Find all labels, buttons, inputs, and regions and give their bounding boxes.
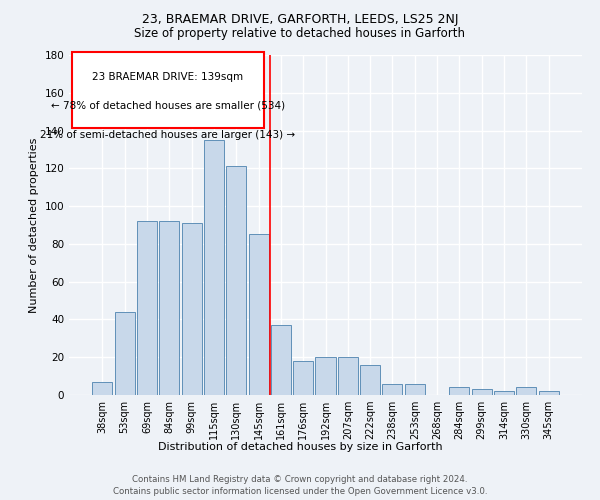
- Bar: [472, 390, 492, 395]
- Bar: [316, 357, 335, 395]
- Bar: [338, 357, 358, 395]
- Bar: [360, 365, 380, 395]
- Bar: [271, 325, 291, 395]
- Text: Size of property relative to detached houses in Garforth: Size of property relative to detached ho…: [134, 28, 466, 40]
- Text: 21% of semi-detached houses are larger (143) →: 21% of semi-detached houses are larger (…: [40, 130, 295, 140]
- Bar: [494, 391, 514, 395]
- Bar: [405, 384, 425, 395]
- Bar: [182, 223, 202, 395]
- Bar: [449, 388, 469, 395]
- Bar: [159, 221, 179, 395]
- Text: Contains HM Land Registry data © Crown copyright and database right 2024.
Contai: Contains HM Land Registry data © Crown c…: [113, 475, 487, 496]
- Bar: [92, 382, 112, 395]
- Text: Distribution of detached houses by size in Garforth: Distribution of detached houses by size …: [158, 442, 442, 452]
- Text: 23 BRAEMAR DRIVE: 139sqm: 23 BRAEMAR DRIVE: 139sqm: [92, 72, 244, 82]
- Bar: [248, 234, 269, 395]
- Text: 23, BRAEMAR DRIVE, GARFORTH, LEEDS, LS25 2NJ: 23, BRAEMAR DRIVE, GARFORTH, LEEDS, LS25…: [142, 12, 458, 26]
- Bar: [293, 361, 313, 395]
- Bar: [137, 221, 157, 395]
- Bar: [382, 384, 403, 395]
- Y-axis label: Number of detached properties: Number of detached properties: [29, 138, 39, 312]
- Bar: [226, 166, 246, 395]
- Bar: [115, 312, 135, 395]
- Text: ← 78% of detached houses are smaller (534): ← 78% of detached houses are smaller (53…: [51, 101, 285, 111]
- Bar: [204, 140, 224, 395]
- Bar: [516, 388, 536, 395]
- Bar: [539, 391, 559, 395]
- FancyBboxPatch shape: [71, 52, 264, 128]
